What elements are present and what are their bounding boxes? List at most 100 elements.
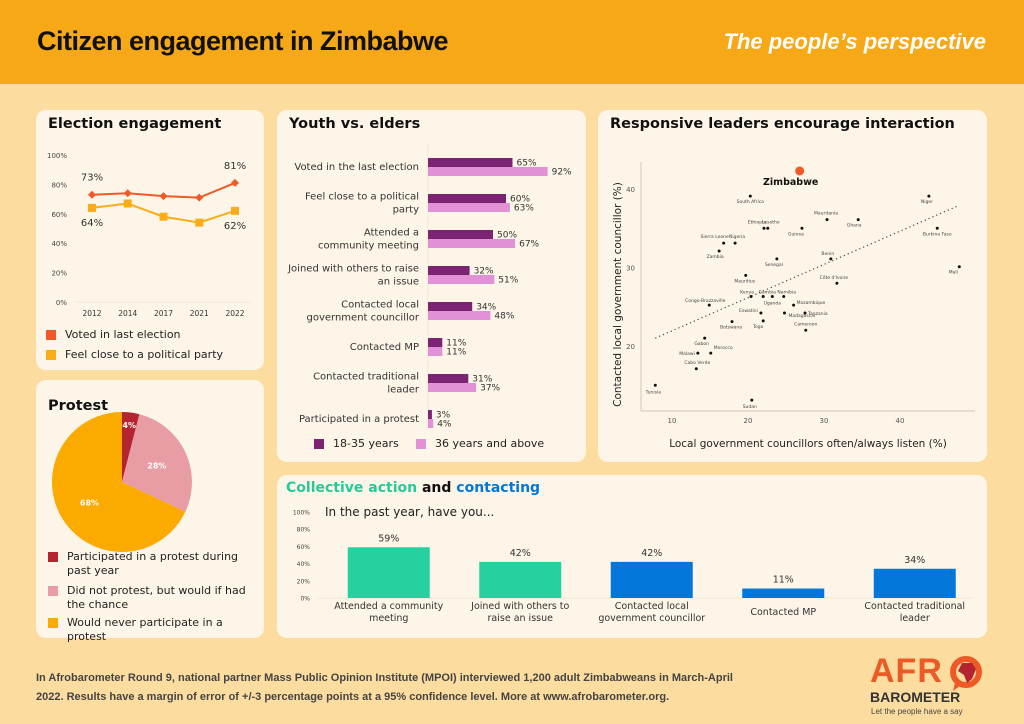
bar-elders (428, 311, 491, 320)
bar-value-label: 31% (472, 375, 492, 385)
category-label: Participated in a protest (299, 414, 419, 425)
scatter-point-label: Lesotho (762, 219, 780, 225)
x-tick-label: 2017 (154, 309, 173, 318)
bar-elders (428, 347, 443, 356)
youth-bar-chart: Voted in the last election 65% 92% Feel clo… (287, 144, 572, 430)
data-point-party (88, 203, 96, 212)
bar-youth (428, 158, 513, 167)
title-part-and: and (417, 480, 457, 496)
scatter-point (709, 351, 713, 355)
bar-elders (428, 419, 434, 428)
scatter-point (761, 319, 765, 323)
scatter-point (703, 336, 707, 340)
category-label: party (393, 205, 420, 216)
y-tick-label: 100% (293, 510, 310, 517)
category-label: leader (900, 613, 930, 624)
scatter-point (804, 328, 808, 332)
x-axis-title: Local government councillors often/alway… (669, 438, 947, 450)
bar-collective (347, 547, 430, 598)
legend-swatch-voted (46, 330, 56, 340)
pie-slice (52, 412, 186, 552)
scatter-point-label: Togo (752, 324, 764, 330)
category-label: raise an issue (488, 613, 554, 624)
collective-bar-chart: 0% 20% 40% 60% 80% 100% 59% Attended a communit… (293, 510, 972, 624)
data-point-voted (123, 189, 132, 198)
category-label: government councillor (307, 313, 420, 324)
scatter-point (792, 303, 796, 307)
bar-value-label: 50% (497, 231, 517, 241)
scatter-point-label: South Africa (737, 199, 765, 205)
legend-label-participated: Participated in a protest during past ye… (67, 550, 239, 577)
protest-pie-chart: 4% 28% 68% (52, 412, 192, 552)
legend-item-youth: 18-35 years (314, 437, 399, 451)
x-tick-label: 2012 (82, 309, 101, 318)
bar-elders (428, 383, 477, 392)
scatter-point-label: Côte d'Ivoire (820, 274, 849, 281)
scatter-point-label: Eswatini (739, 308, 758, 314)
legend-label-never-protest: Would never participate in a protest (67, 616, 223, 643)
collective-action-panel: Collective action and contacting In the … (277, 475, 987, 638)
scatter-point (744, 273, 748, 277)
category-label: Contacted local (341, 300, 419, 311)
scatter-chart: 10 20 30 40 20 30 40 Local government councillo… (612, 162, 975, 450)
category-label: Joined with others to (470, 601, 569, 612)
scatter-point (730, 320, 734, 324)
bar-youth (428, 374, 469, 383)
y-tick-label: 40 (626, 186, 635, 194)
y-tick-label: 20 (626, 343, 635, 351)
bar-elders (428, 275, 495, 284)
y-tick-label: 100% (47, 152, 67, 160)
bar-value-label: 65% (517, 159, 537, 169)
scatter-point (707, 303, 711, 307)
legend-item-elders: 36 years and above (416, 437, 544, 451)
bar-value-label: 67% (519, 240, 539, 250)
scatter-point-label: Burkina Faso (923, 231, 952, 237)
bar-value-label: 4% (437, 420, 452, 430)
category-label: Contacted MP (750, 607, 816, 618)
legend-swatch-participated (48, 552, 58, 562)
scatter-point-label: Cameroon (794, 321, 817, 327)
trend-line (655, 205, 958, 339)
data-point-voted (88, 190, 96, 199)
collective-chart-subtitle: In the past year, have you... (325, 505, 495, 519)
legend-item-never-protest: Would never participate in a protest (48, 616, 264, 644)
scatter-point-label: Sudan (743, 404, 757, 410)
bar-youth (428, 410, 432, 419)
scatter-chart-title: Responsive leaders encourage interaction (610, 116, 955, 132)
bar-youth (428, 266, 470, 275)
scatter-point (935, 226, 939, 230)
logo-barometer-text: BAROMETER (870, 689, 961, 705)
scatter-point (782, 295, 786, 299)
bar-value-label: 34% (476, 303, 496, 313)
scatter-point-label: Ghana (847, 223, 862, 229)
pie-slice-label: 4% (122, 421, 136, 430)
y-tick-label: 0% (56, 299, 67, 307)
scatter-point (825, 218, 829, 222)
scatter-point-label: Kenya (740, 290, 754, 296)
bar-value-label: 51% (498, 276, 518, 286)
scatter-point (762, 226, 766, 230)
title-part-collective: Collective action (286, 480, 418, 496)
data-point-voted (159, 192, 168, 201)
legend-swatch-elders (416, 439, 426, 449)
category-label: Contacted MP (350, 342, 419, 353)
bar-value-label: 11% (446, 348, 466, 358)
bar-value-label: 37% (480, 384, 500, 394)
scatter-point-label: Gabon (694, 341, 709, 347)
y-tick-label: 30 (626, 265, 635, 273)
legend-item-participated: Participated in a protest during past ye… (48, 550, 258, 578)
bar-value-label: 32% (474, 267, 494, 277)
scatter-point-label: Gambia (758, 290, 776, 296)
scatter-point (835, 281, 839, 285)
scatter-point (717, 249, 721, 253)
bar-youth (428, 338, 443, 347)
scatter-point-label: Senegal (765, 262, 783, 268)
bar-contacting (742, 588, 825, 598)
scatter-point (775, 257, 779, 261)
bar-value-label: 92% (552, 168, 572, 178)
scatter-point-label: Nigeria (729, 234, 745, 240)
y-tick-label: 40% (297, 561, 311, 568)
logo-africa-o-icon (950, 656, 982, 691)
afrobarometer-logo[interactable]: AFR BAROMETER Let the people have a say (868, 652, 988, 722)
bar-value-label: 63% (514, 204, 534, 214)
